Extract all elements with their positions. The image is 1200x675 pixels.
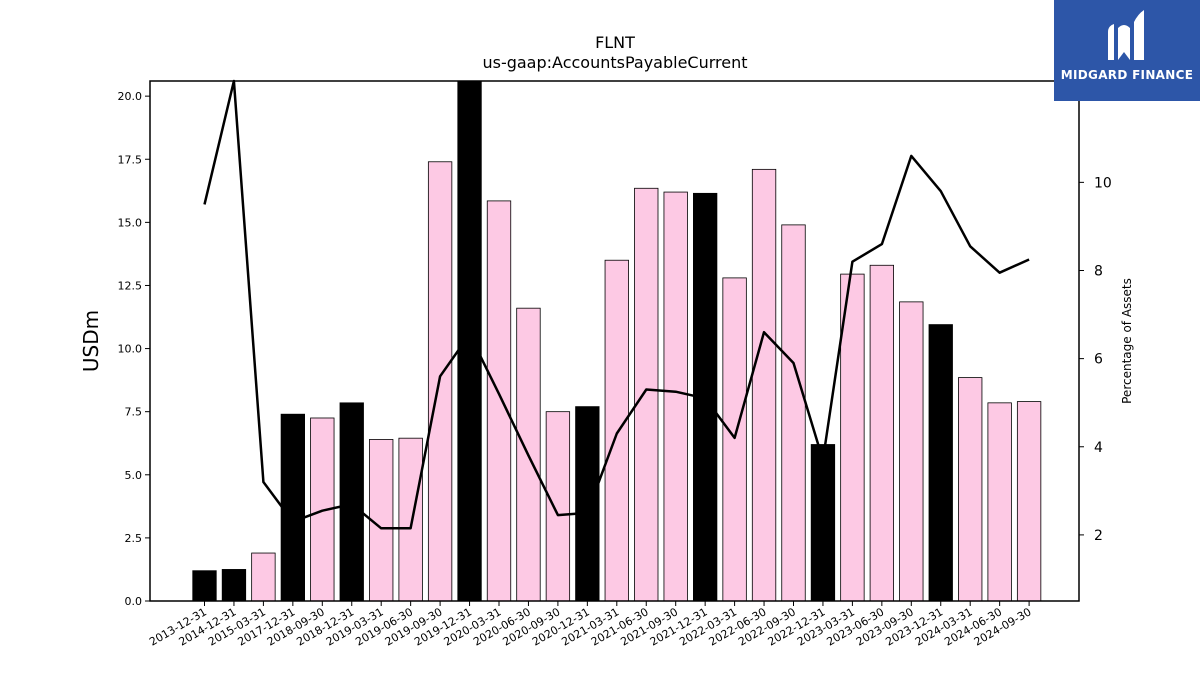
plot-frame: [149, 80, 1080, 602]
chart-title: FLNT: [595, 33, 635, 52]
bar: [663, 191, 688, 602]
y2-axis-label: Percentage of Assets: [1120, 278, 1134, 404]
bar: [1016, 401, 1042, 602]
y-tick-label: 2.5: [125, 532, 143, 545]
bar: [221, 569, 247, 602]
chart-subtitle: us-gaap:AccountsPayableCurrent: [482, 53, 747, 72]
y-tick-label: 5.0: [125, 469, 143, 482]
bar: [751, 168, 777, 602]
series-line: [203, 79, 1030, 530]
y-tick-label: 0.0: [125, 595, 143, 608]
bar: [987, 402, 1012, 602]
bar: [722, 277, 747, 602]
y2-tick-label: 2: [1094, 528, 1103, 544]
bar: [958, 377, 983, 602]
bar: [869, 264, 894, 602]
bar: [810, 444, 836, 602]
line-layer: [203, 79, 1030, 530]
y-tick-label: 12.5: [118, 279, 143, 292]
bar: [457, 80, 482, 602]
midgard-logo-icon: [1108, 10, 1144, 60]
y2-tick-label: 6: [1094, 352, 1103, 368]
bar: [339, 402, 364, 602]
y2-tick-label: 8: [1094, 263, 1103, 279]
y-tick-label: 20.0: [118, 90, 143, 103]
bar: [398, 437, 423, 602]
y-axis-label: USDm: [79, 310, 103, 372]
y-tick-label: 15.0: [118, 216, 143, 229]
bar: [545, 411, 571, 602]
y2-tick-label: 4: [1094, 440, 1103, 456]
bar: [575, 406, 600, 602]
bar: [634, 187, 659, 602]
y2-tick-label: 10: [1094, 175, 1112, 191]
bars-layer: [192, 80, 1042, 602]
bar: [251, 552, 276, 602]
y-tick-label: 10.0: [118, 343, 143, 356]
logo-text: MIDGARD FINANCE: [1060, 68, 1194, 82]
bar: [192, 570, 217, 602]
y-tick-label: 17.5: [118, 153, 143, 166]
bar: [928, 324, 953, 602]
bar: [604, 259, 629, 602]
bar: [899, 301, 924, 602]
bar: [781, 224, 806, 602]
bar: [280, 413, 306, 602]
y-tick-label: 7.5: [125, 406, 143, 419]
bar: [486, 200, 512, 602]
